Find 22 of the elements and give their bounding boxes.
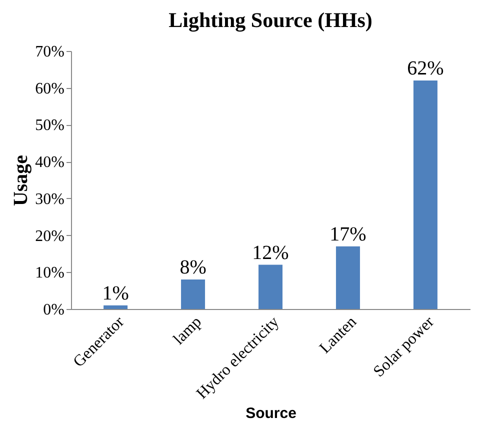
y-tick-label: 70% [35,44,64,60]
data-label: 12% [252,242,289,264]
data-label: 8% [180,256,206,279]
data-label: 1% [102,282,129,304]
bar [104,305,128,309]
y-axis-title: Usage [10,154,32,206]
bar [413,80,438,309]
x-axis-title: Source [246,404,296,422]
y-tick-label: 10% [35,264,64,282]
y-tick-label: 20% [35,228,64,245]
y-tick-label: 40% [35,154,64,172]
y-tick-label: 60% [35,80,64,98]
y-tick-label: 0% [43,302,64,318]
y-tick-label: 50% [35,117,64,134]
chart-title: Lighting Source (HHs) [168,8,372,32]
y-tick-label: 30% [35,190,64,208]
x-tick-label: lamp [170,314,206,348]
bar [181,280,206,309]
data-label: 17% [330,223,366,246]
bar [258,264,282,309]
data-label: 62% [407,57,444,80]
bar [336,246,360,309]
